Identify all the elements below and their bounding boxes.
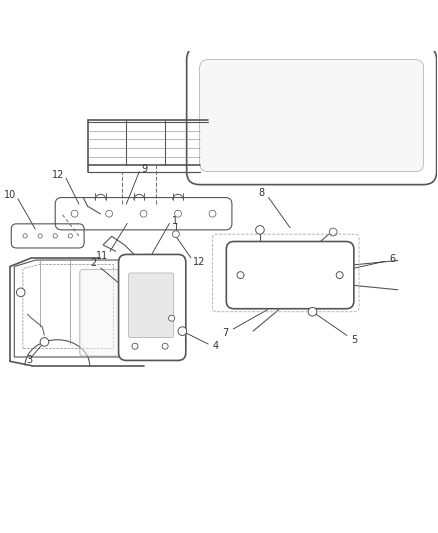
FancyBboxPatch shape <box>119 254 186 360</box>
Circle shape <box>169 315 175 321</box>
Text: 6: 6 <box>389 254 396 264</box>
Circle shape <box>178 327 187 335</box>
Text: 12: 12 <box>193 257 205 267</box>
Text: 7: 7 <box>223 328 229 338</box>
Circle shape <box>17 288 25 297</box>
Text: 1: 1 <box>172 216 178 226</box>
FancyBboxPatch shape <box>128 273 174 337</box>
Text: 3: 3 <box>26 356 32 366</box>
Text: 4: 4 <box>212 341 219 351</box>
FancyBboxPatch shape <box>200 60 424 172</box>
Circle shape <box>336 272 343 279</box>
Text: 12: 12 <box>51 169 64 180</box>
Circle shape <box>162 343 168 349</box>
Text: 5: 5 <box>351 335 357 345</box>
Circle shape <box>40 337 49 346</box>
Circle shape <box>173 231 179 238</box>
Circle shape <box>132 343 138 349</box>
Text: 10: 10 <box>4 190 16 200</box>
Text: 9: 9 <box>141 164 148 174</box>
FancyBboxPatch shape <box>80 270 138 356</box>
Circle shape <box>308 308 317 316</box>
Circle shape <box>237 272 244 279</box>
FancyBboxPatch shape <box>226 241 354 309</box>
Circle shape <box>256 225 264 234</box>
Text: 8: 8 <box>258 188 264 198</box>
Text: 2: 2 <box>90 259 96 269</box>
Text: 11: 11 <box>95 251 108 261</box>
